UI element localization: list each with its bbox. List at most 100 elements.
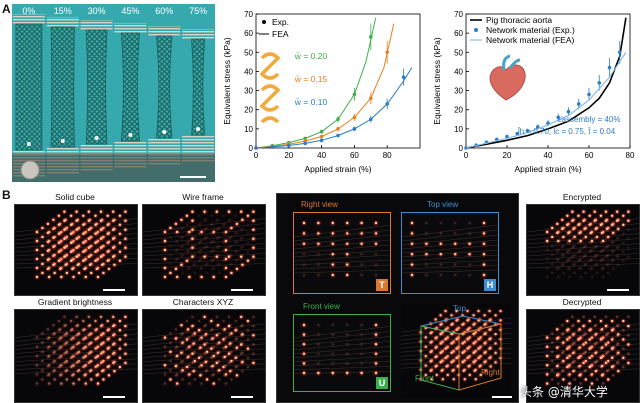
strain-photo: [12, 4, 215, 182]
series-label: w̄ = 0.15: [294, 74, 328, 84]
specimen: [120, 32, 140, 142]
scale-bar: [180, 176, 206, 178]
strain-photo-drawing: [12, 14, 215, 182]
x-tick-label: 80: [626, 151, 635, 160]
series-label: w̄ = 0.20: [294, 51, 328, 61]
scale-bar: [607, 289, 629, 291]
y-tick-label: 10: [244, 125, 253, 134]
y-tick-label: 30: [454, 87, 463, 96]
top-view-frame: H: [401, 212, 499, 294]
data-point: [303, 136, 307, 141]
plot-frame: [255, 13, 421, 149]
right-view-frame: T: [293, 212, 391, 294]
data-point: [535, 125, 540, 129]
specimen: [85, 29, 108, 145]
label-encrypted: Encrypted: [562, 192, 602, 202]
views-panel: Right view Top view T H Front view U Top…: [276, 193, 519, 403]
data-point: [254, 146, 258, 150]
data-point: [336, 127, 340, 131]
y-tick-label: 0: [459, 144, 464, 153]
data-point: [401, 75, 406, 79]
y-tick-label: 70: [454, 10, 463, 19]
x-axis-label: Applied strain (%): [304, 164, 371, 174]
data-point: [336, 117, 340, 122]
label-cube-top: Top: [453, 304, 466, 313]
label-front-view: Front view: [303, 302, 340, 311]
legend-item: Exp.: [272, 17, 289, 27]
data-point: [319, 138, 324, 143]
cube-3d-view: Top Front Right: [400, 304, 512, 398]
y-tick-label: 40: [454, 67, 463, 76]
badge-front: U: [376, 377, 388, 389]
series-line: [465, 17, 627, 149]
heart-icon: [489, 54, 526, 101]
data-point: [515, 131, 520, 136]
scale-bar: [492, 396, 512, 398]
data-point: [352, 127, 357, 131]
label-right-view: Right view: [301, 200, 338, 209]
y-tick-label: 20: [454, 106, 463, 115]
data-point: [352, 92, 357, 97]
photo-solid-cube: [14, 204, 138, 296]
strain-label: 75%: [189, 6, 208, 16]
legend-item: Network material (FEA): [486, 35, 574, 45]
label-wire-frame: Wire frame: [182, 192, 224, 202]
photo-gradient-brightness: [14, 309, 138, 403]
data-point: [270, 145, 275, 149]
data-point: [597, 81, 602, 85]
label-characters-xyz: Characters XYZ: [172, 297, 234, 307]
x-tick-label: 80: [383, 151, 392, 160]
stress-strain-chart-width: 0 20 40 60 80 0 10 20 30 40 50 60 70 Applied strain (…: [222, 10, 421, 174]
legend-item: FEA: [272, 29, 289, 39]
x-tick-label: 20: [503, 151, 512, 160]
badge-right: T: [376, 279, 388, 291]
serpentine-unit-icon: [259, 52, 281, 124]
data-point: [385, 102, 389, 106]
photo-encrypted: [526, 204, 640, 296]
photo-decrypted: [526, 309, 640, 403]
y-tick-label: 10: [454, 125, 463, 134]
data-point: [369, 96, 373, 101]
data-point: [576, 102, 581, 106]
y-tick-label: 60: [454, 29, 463, 38]
y-tick-label: 20: [244, 106, 253, 115]
y-tick-label: 40: [244, 67, 253, 76]
data-point: [505, 134, 509, 139]
y-tick-label: 30: [244, 87, 253, 96]
data-point: [607, 65, 612, 70]
specimen: [156, 35, 173, 139]
legend-marker: [474, 28, 478, 32]
data-point: [319, 129, 324, 134]
data-point: [617, 50, 622, 55]
strain-label: 30%: [87, 6, 106, 16]
label-cube-front: Front: [415, 374, 434, 383]
params-annotation: l̄h = 0.70, l̄c = 0.75, t̄ = 0.04: [517, 127, 616, 136]
series-label: w̄ = 0.10: [294, 97, 328, 107]
watermark: 头条 @清华大学: [520, 385, 608, 399]
x-tick-label: 20: [284, 151, 293, 160]
legend-item: Pig thoracic aorta: [486, 15, 552, 25]
data-point: [566, 109, 571, 114]
x-tick-label: 40: [544, 151, 553, 160]
scale-bar: [231, 289, 253, 291]
y-tick-label: 50: [454, 48, 463, 57]
x-tick-label: 0: [464, 151, 469, 160]
label-top-view: Top view: [427, 200, 459, 209]
y-tick-label: 0: [249, 144, 254, 153]
data-point: [336, 133, 340, 138]
data-point: [352, 115, 357, 120]
stress-strain-chart-aorta: 0 20 40 60 80 0 10 20 30 40 50 60 70 Applied strain (…: [432, 10, 635, 174]
y-axis-label: Equivalent stress (kPa): [222, 37, 232, 125]
label-cube-right: Right: [481, 368, 500, 377]
data-point: [303, 141, 307, 146]
strain-label: 15%: [53, 6, 72, 16]
x-tick-label: 60: [585, 151, 594, 160]
photo-wire-frame: [142, 204, 266, 296]
x-tick-label: 0: [254, 151, 259, 160]
badge-top: H: [484, 279, 496, 291]
specimen: [191, 38, 206, 136]
data-point: [587, 92, 591, 97]
data-point: [369, 35, 373, 39]
label-solid-cube: Solid cube: [55, 192, 95, 202]
y-axis-label: Equivalent stress (kPa): [432, 37, 442, 125]
